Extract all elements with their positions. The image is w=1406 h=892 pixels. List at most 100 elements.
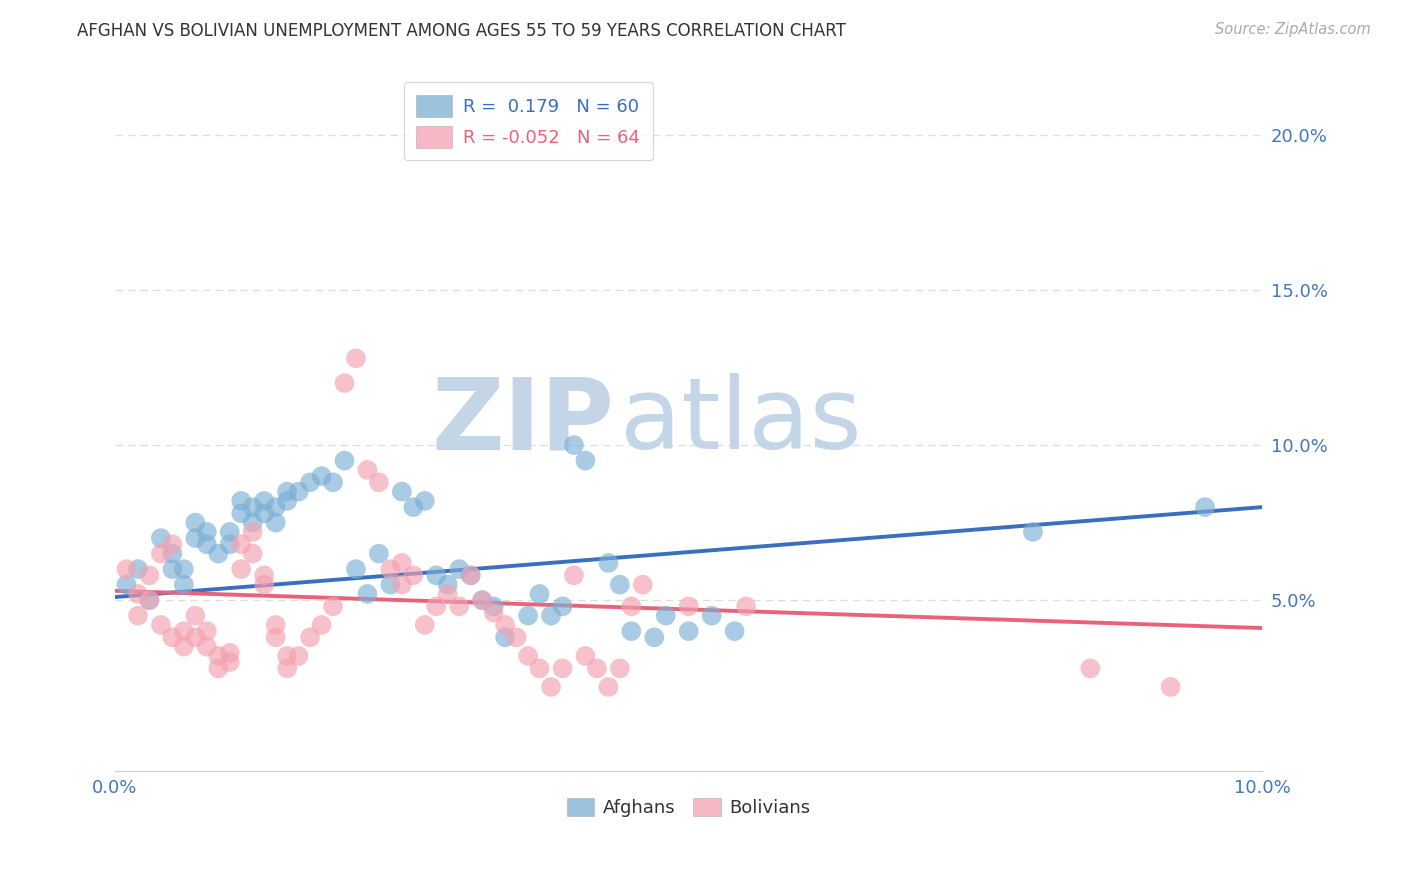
Point (620, 624, 643, 639)
Point (460, 568, 482, 582)
Point (149, 547, 172, 561)
Point (149, 618, 172, 632)
Point (218, 537, 240, 551)
Point (598, 556, 620, 570)
Point (620, 599, 643, 614)
Point (391, 577, 413, 591)
Point (218, 524, 240, 539)
Point (529, 661, 551, 675)
Point (287, 648, 309, 663)
Point (299, 631, 322, 645)
Point (436, 577, 458, 591)
Point (184, 516, 207, 530)
Point (367, 475, 389, 490)
Text: ZIP: ZIP (432, 374, 614, 470)
Point (195, 537, 218, 551)
Point (218, 655, 240, 669)
Point (253, 506, 276, 520)
Point (195, 524, 218, 539)
Point (115, 562, 138, 576)
Point (242, 524, 264, 539)
Point (413, 618, 436, 632)
Point (322, 475, 344, 490)
Point (356, 587, 378, 601)
Point (609, 577, 631, 591)
Point (138, 568, 160, 582)
Point (562, 438, 585, 452)
Point (207, 661, 229, 675)
Point (678, 624, 700, 639)
Point (322, 599, 344, 614)
Point (356, 463, 378, 477)
Point (138, 593, 160, 607)
Point (471, 593, 494, 607)
Point (460, 568, 482, 582)
Text: AFGHAN VS BOLIVIAN UNEMPLOYMENT AMONG AGES 55 TO 59 YEARS CORRELATION CHART: AFGHAN VS BOLIVIAN UNEMPLOYMENT AMONG AG… (77, 22, 846, 40)
Point (482, 606, 505, 620)
Point (1194, 500, 1216, 515)
Point (184, 608, 207, 623)
Point (529, 587, 551, 601)
Point (242, 547, 264, 561)
Point (540, 608, 562, 623)
Point (380, 562, 402, 576)
Point (609, 661, 631, 675)
Point (173, 562, 195, 576)
Point (723, 624, 745, 639)
Point (149, 531, 172, 545)
Point (195, 640, 218, 654)
Point (436, 587, 458, 601)
Point (162, 562, 184, 576)
Point (449, 599, 471, 614)
Point (344, 351, 367, 366)
Point (218, 646, 240, 660)
Point (333, 453, 356, 467)
Point (425, 568, 447, 582)
Point (449, 562, 471, 576)
Point (231, 494, 253, 508)
Point (1022, 524, 1045, 539)
Point (276, 494, 298, 508)
Point (264, 516, 287, 530)
Point (735, 599, 758, 614)
Point (562, 568, 585, 582)
Point (574, 453, 596, 467)
Point (173, 577, 195, 591)
Point (162, 631, 184, 645)
Point (207, 648, 229, 663)
Point (253, 568, 276, 582)
Point (391, 484, 413, 499)
Point (333, 376, 356, 390)
Text: atlas: atlas (620, 374, 862, 470)
Point (242, 500, 264, 515)
Point (173, 640, 195, 654)
Point (127, 608, 149, 623)
Point (264, 618, 287, 632)
Point (276, 648, 298, 663)
Point (162, 547, 184, 561)
Point (311, 618, 333, 632)
Point (264, 631, 287, 645)
Point (471, 593, 494, 607)
Point (598, 680, 620, 694)
Point (311, 469, 333, 483)
Point (231, 562, 253, 576)
Point (517, 648, 540, 663)
Point (494, 618, 516, 632)
Point (127, 587, 149, 601)
Point (184, 631, 207, 645)
Point (115, 577, 138, 591)
Point (380, 577, 402, 591)
Point (631, 577, 654, 591)
Point (402, 568, 425, 582)
Point (643, 631, 665, 645)
Point (287, 484, 309, 499)
Point (425, 599, 447, 614)
Point (184, 531, 207, 545)
Point (551, 599, 574, 614)
Point (678, 599, 700, 614)
Text: Source: ZipAtlas.com: Source: ZipAtlas.com (1215, 22, 1371, 37)
Point (207, 547, 229, 561)
Point (391, 556, 413, 570)
Point (517, 608, 540, 623)
